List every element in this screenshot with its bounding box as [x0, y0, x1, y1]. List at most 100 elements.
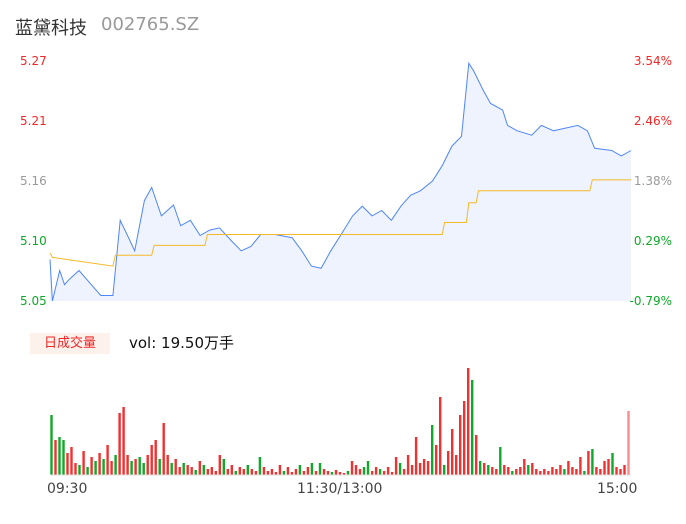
volume-bar [90, 457, 93, 475]
volume-bar [98, 453, 101, 475]
volume-bar [174, 459, 177, 475]
volume-bar [627, 411, 630, 475]
volume-bar [366, 461, 370, 475]
volume-bar [154, 440, 157, 475]
volume-bar [507, 467, 510, 475]
volume-bar [158, 459, 161, 475]
volume-bar [294, 469, 298, 475]
volume-bar [218, 455, 221, 475]
volume-bar [54, 440, 57, 475]
volume-bar [106, 445, 109, 475]
volume-bar [238, 467, 241, 475]
volume-bar [138, 457, 141, 475]
volume-bar [342, 473, 346, 475]
volume-bar [102, 459, 105, 475]
volume-bar [266, 471, 270, 475]
volume-bar [435, 445, 438, 475]
volume-bar [354, 465, 358, 475]
volume-bar [499, 447, 502, 475]
volume-bar [619, 469, 622, 475]
volume-bar [495, 469, 498, 475]
volume-tab[interactable]: 日成交量 [30, 333, 110, 354]
volume-bar [563, 469, 566, 475]
volume-bar [70, 447, 73, 475]
volume-bar [170, 463, 173, 475]
volume-bar [242, 469, 245, 475]
volume-bar [254, 471, 258, 475]
volume-bar [551, 467, 554, 475]
volume-bar [455, 455, 458, 475]
volume-bar [459, 415, 462, 475]
volume-bar [162, 423, 165, 475]
volume-bar [286, 467, 290, 475]
volume-bar [422, 459, 426, 475]
volume-bar [398, 463, 402, 475]
volume-bar [278, 465, 282, 475]
volume-bar [491, 467, 494, 475]
volume-bar [50, 415, 53, 475]
volume-bar [483, 463, 486, 475]
volume-bar [451, 429, 454, 475]
volume-bar [66, 453, 69, 475]
x-tick: 15:00 [597, 481, 638, 497]
volume-bar [591, 449, 594, 475]
volume-bar [350, 461, 354, 475]
volume-bar [122, 407, 125, 475]
volume-bar [358, 469, 362, 475]
volume-bar [62, 440, 65, 475]
volume-bar [523, 459, 526, 475]
volume-bar [310, 463, 314, 475]
volume-bar [58, 437, 61, 475]
volume-bar [362, 467, 366, 475]
volume-bar [86, 467, 89, 475]
volume-bar [298, 465, 302, 475]
volume-bar [406, 455, 410, 475]
volume-bar [527, 465, 530, 475]
volume-bar [150, 445, 153, 475]
volume-bar [142, 463, 145, 475]
volume-bar [302, 471, 306, 475]
volume-bar [611, 453, 614, 475]
stock-name: 蓝黛科技 [15, 18, 87, 39]
volume-bar [587, 451, 590, 475]
price-line [49, 61, 632, 302]
volume-bar [447, 451, 450, 475]
volume-bar [130, 461, 133, 475]
volume-bar [418, 463, 422, 475]
volume-bar [579, 457, 582, 475]
volume-bar [575, 469, 578, 475]
volume-bar [82, 451, 85, 475]
volume-bar [346, 471, 350, 475]
price-area [50, 63, 631, 302]
y-left-tick: 5.21 [20, 114, 47, 128]
volume-bar [126, 455, 129, 475]
y-right-tick: 1.38% [633, 174, 672, 188]
volume-bar [595, 467, 598, 475]
volume-bar [511, 471, 514, 475]
volume-bar [599, 469, 602, 475]
volume-bar [198, 461, 201, 475]
volume-bar [555, 469, 558, 475]
volume-bar [110, 461, 113, 475]
volume-bar [270, 469, 274, 475]
volume-bar [603, 461, 606, 475]
volume-bar [623, 465, 626, 475]
volume-bar [471, 380, 474, 475]
volume-bar [531, 463, 534, 475]
volume-bar [250, 469, 253, 475]
volume-bar [503, 465, 506, 475]
volume-bar [182, 463, 185, 475]
volume-bar [290, 472, 294, 475]
volume-bar [431, 425, 434, 475]
volume-bar [178, 467, 181, 475]
volume-bar [94, 461, 97, 475]
volume-bar [370, 471, 374, 475]
volume-value: vol: 19.50万手 [129, 334, 234, 352]
volume-bar [615, 467, 618, 475]
volume-bar [402, 469, 406, 475]
volume-bar [475, 435, 478, 475]
y-left-tick: 5.16 [20, 174, 47, 188]
volume-bar [262, 467, 266, 475]
volume-bar [390, 472, 394, 475]
y-right-tick: 0.29% [633, 234, 672, 248]
